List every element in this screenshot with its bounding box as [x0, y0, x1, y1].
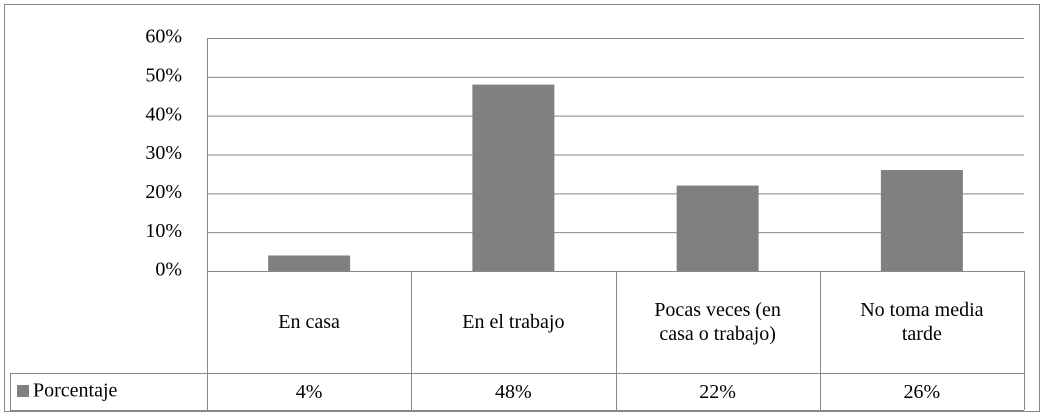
y-tick-label: 50% [145, 64, 182, 86]
bar [268, 255, 351, 271]
y-tick-label: 40% [145, 103, 182, 125]
value-label: 22% [699, 380, 736, 403]
legend-label: Porcentaje [33, 380, 118, 402]
category-label: En casa [278, 311, 340, 333]
bar [472, 84, 555, 271]
y-tick-label: 20% [145, 181, 182, 203]
value-label: 48% [495, 380, 532, 403]
y-tick-label: 0% [155, 259, 182, 281]
chart-border [4, 4, 1040, 412]
value-label: 4% [295, 380, 323, 403]
bar [676, 185, 759, 271]
legend-swatch [17, 385, 29, 397]
value-label: 26% [903, 380, 941, 403]
y-tick-label: 60% [145, 26, 182, 48]
y-tick-label: 30% [145, 142, 182, 164]
category-label: Pocas veces (en casa o trabajo) [654, 299, 781, 345]
y-tick-label: 10% [145, 220, 182, 242]
bar [880, 170, 963, 271]
category-label: En el trabajo [462, 311, 565, 333]
category-label: No toma media tarde [860, 299, 984, 345]
